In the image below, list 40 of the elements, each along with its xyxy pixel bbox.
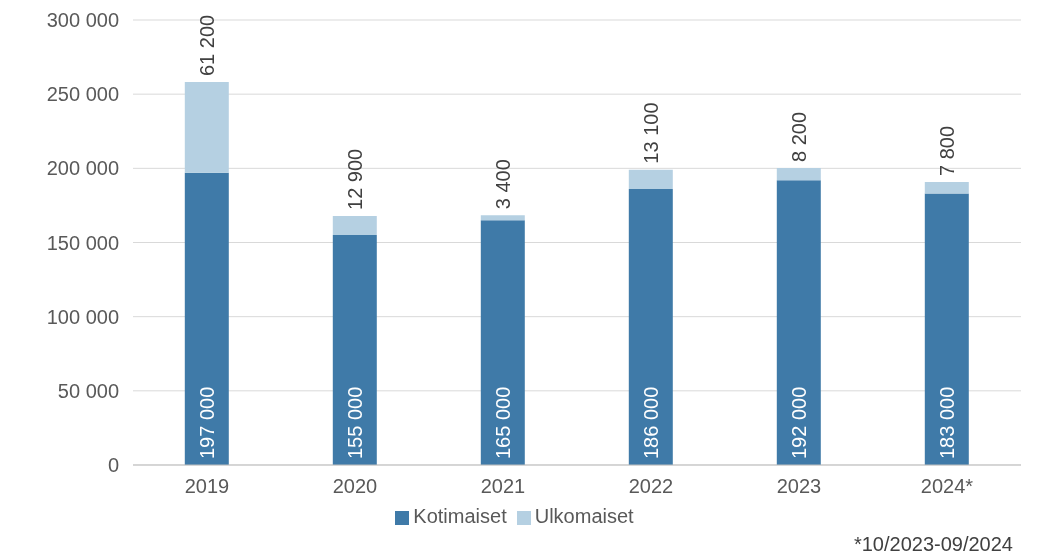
bar — [480, 215, 525, 221]
x-tick-label: 2024* — [920, 475, 974, 498]
bar — [184, 172, 229, 465]
y-tick-label: 200 000 — [46, 157, 119, 180]
bar — [480, 220, 525, 465]
bar — [628, 189, 673, 465]
legend-label: Kotimaiset — [413, 505, 507, 527]
data-label: 192 000 — [787, 386, 810, 459]
x-tick-label: 2023 — [776, 475, 822, 498]
y-tick-label: 300 000 — [46, 9, 119, 32]
bar — [332, 215, 377, 236]
bar — [924, 193, 969, 465]
bar — [924, 181, 969, 194]
y-tick-label: 0 — [107, 454, 119, 477]
data-label: 12 900 — [343, 148, 366, 210]
y-tick-label: 250 000 — [46, 83, 119, 106]
data-label: 183 000 — [935, 386, 958, 459]
bar — [776, 168, 821, 181]
data-label: 3 400 — [491, 159, 514, 210]
text: *10/2023-09/2024 — [853, 533, 1013, 556]
legend-label: Ulkomaiset — [534, 505, 634, 527]
data-label: 13 100 — [639, 102, 662, 164]
x-tick-label: 2019 — [184, 475, 230, 498]
data-label: 155 000 — [343, 386, 366, 459]
data-label: 165 000 — [491, 386, 514, 459]
bar — [332, 235, 377, 465]
y-tick-label: 100 000 — [46, 305, 119, 328]
x-tick-label: 2021 — [480, 475, 526, 498]
bar — [628, 169, 673, 190]
x-tick-label: 2022 — [628, 475, 674, 498]
data-label: 186 000 — [639, 386, 662, 459]
bar — [776, 180, 821, 465]
bar — [184, 82, 229, 173]
y-tick-label: 150 000 — [46, 231, 119, 254]
x-tick-label: 2020 — [332, 475, 378, 498]
data-label: 61 200 — [195, 14, 218, 76]
data-label: 7 800 — [935, 125, 958, 176]
data-label: 8 200 — [787, 111, 810, 163]
data-label: 197 000 — [195, 386, 218, 459]
y-tick-label: 50 000 — [57, 379, 119, 402]
